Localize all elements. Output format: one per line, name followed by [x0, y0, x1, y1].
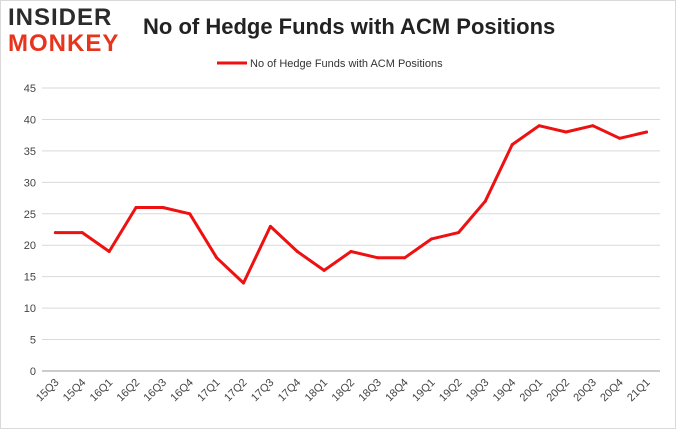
x-tick-label: 20Q2 [545, 377, 573, 405]
y-tick-label: 5 [30, 335, 36, 347]
y-tick-label: 40 [24, 114, 36, 126]
x-tick-label: 15Q3 [34, 377, 62, 405]
data-point [376, 256, 380, 260]
x-tick-label: 19Q3 [464, 377, 492, 405]
data-point [107, 250, 111, 254]
x-tick-label: 18Q1 [303, 377, 331, 405]
data-point [430, 237, 434, 241]
y-tick-label: 20 [24, 240, 36, 252]
data-point [564, 130, 568, 134]
data-point [215, 256, 219, 260]
data-point [134, 205, 138, 209]
x-tick-label: 18Q4 [383, 377, 411, 405]
data-point [322, 268, 326, 272]
x-tick-label: 15Q4 [61, 377, 89, 405]
x-tick-label: 17Q2 [222, 377, 250, 405]
data-point [510, 143, 514, 147]
chart-title: No of Hedge Funds with ACM Positions [143, 14, 556, 39]
data-point [456, 231, 460, 235]
y-tick-label: 0 [30, 366, 36, 378]
insider-monkey-logo: INSIDER MONKEY [8, 6, 128, 58]
data-point [268, 224, 272, 228]
logo-line1: INSIDER [8, 4, 113, 31]
x-tick-label: 21Q1 [625, 377, 653, 405]
x-tick-label: 19Q1 [410, 377, 438, 405]
legend-label: No of Hedge Funds with ACM Positions [250, 58, 443, 70]
x-tick-label: 16Q4 [168, 377, 196, 405]
x-tick-label: 17Q3 [249, 377, 277, 405]
x-tick-label: 20Q3 [571, 377, 599, 405]
x-tick-label: 16Q2 [115, 377, 143, 405]
y-tick-label: 25 [24, 209, 36, 221]
series-line-0 [53, 124, 649, 285]
data-point [349, 250, 353, 254]
data-point [242, 281, 246, 285]
y-tick-label: 35 [24, 146, 36, 158]
x-tick-label: 16Q3 [142, 377, 170, 405]
series-group [53, 124, 649, 285]
data-point [483, 199, 487, 203]
data-point [80, 231, 84, 235]
data-point [618, 136, 622, 140]
data-point [537, 124, 541, 128]
x-tick-label: 16Q1 [88, 377, 116, 405]
x-tick-label: 20Q4 [598, 377, 626, 405]
x-tick-label: 17Q4 [276, 377, 304, 405]
y-tick-label: 10 [24, 303, 36, 315]
logo-line2: MONKEY [8, 30, 120, 57]
data-point [295, 250, 299, 254]
x-tick-label: 18Q3 [356, 377, 384, 405]
data-point [645, 130, 649, 134]
y-tick-label: 30 [24, 177, 36, 189]
data-point [188, 212, 192, 216]
data-point [403, 256, 407, 260]
y-tick-label: 45 [24, 83, 36, 95]
x-tick-label: 20Q1 [518, 377, 546, 405]
data-point [161, 205, 165, 209]
x-axis-ticks: 15Q3 15Q4 16Q1 16Q2 16Q3 16Q4 17Q1 17Q2 17Q3 17Q4… [34, 377, 653, 405]
x-tick-label: 18Q2 [330, 377, 358, 405]
data-point [53, 231, 57, 235]
y-tick-label: 15 [24, 272, 36, 284]
grid-lines [42, 87, 660, 372]
y-axis-ticks: 0 5 10 15 20 25 30 35 40 45 [24, 83, 36, 378]
data-point [591, 124, 595, 128]
x-tick-label: 17Q1 [195, 377, 223, 405]
legend: No of Hedge Funds with ACM Positions [217, 58, 443, 70]
x-tick-label: 19Q2 [437, 377, 465, 405]
x-tick-label: 19Q4 [491, 377, 519, 405]
